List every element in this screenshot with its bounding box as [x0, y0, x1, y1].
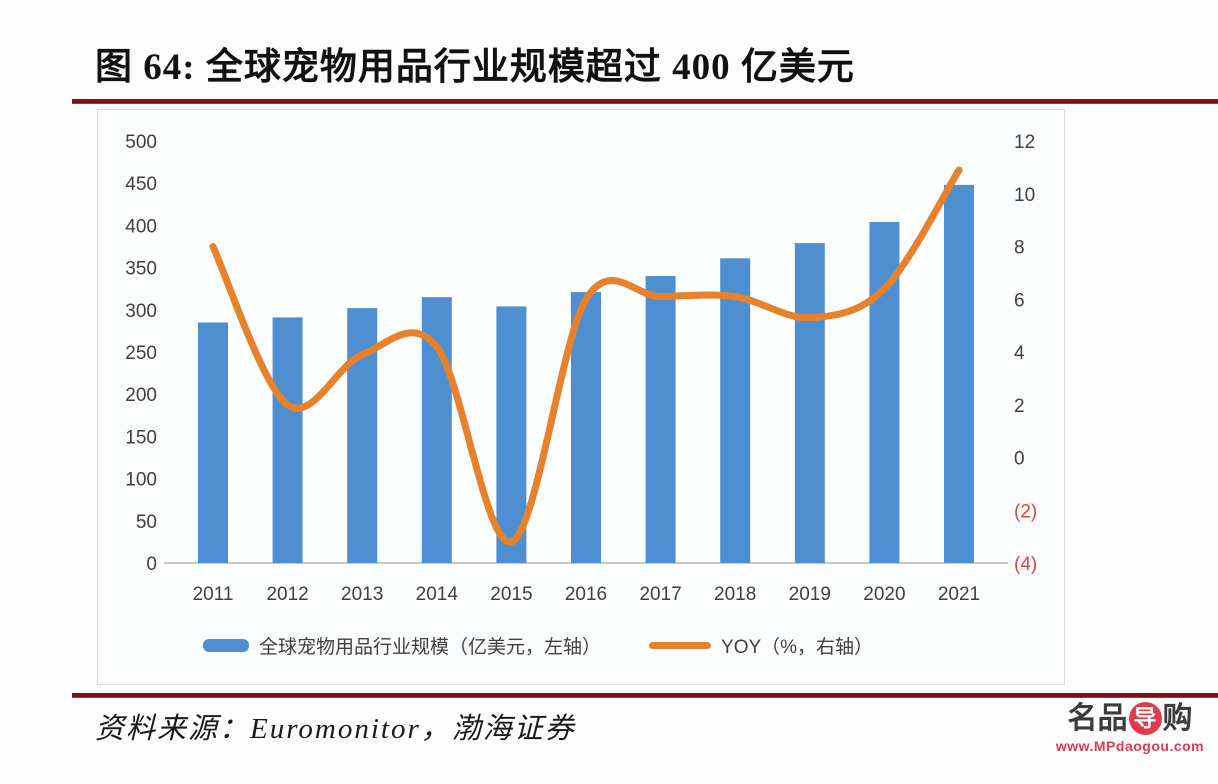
right-axis-tick: 10	[1014, 185, 1035, 206]
left-axis-tick: 50	[136, 512, 157, 533]
x-axis-label: 2020	[863, 584, 905, 605]
chart-legend: 全球宠物用品行业规模（亿美元，左轴） YOY（%，右轴）	[203, 632, 873, 659]
x-axis-label: 2015	[490, 584, 532, 605]
x-axis-label: 2013	[341, 584, 383, 605]
bar-2012	[272, 317, 303, 563]
source-text: 资料来源：Euromonitor，渤海证券	[95, 713, 576, 745]
left-axis-tick: 450	[125, 174, 157, 195]
watermark: 名品 导 购 www.MPdaogou.com	[1045, 702, 1215, 754]
bar-2018	[720, 258, 751, 563]
left-axis-tick: 400	[125, 216, 157, 237]
line-series-swatch	[649, 642, 712, 649]
left-axis-tick: 150	[125, 427, 157, 448]
footer-divider-rule	[72, 693, 1218, 698]
page-title: 图 64: 全球宠物用品行业规模超过 400 亿美元	[95, 47, 855, 88]
x-axis-label: 2017	[639, 584, 681, 605]
line-series-label: YOY（%，右轴）	[721, 637, 874, 658]
yoy-line	[209, 166, 963, 546]
bar-2019	[794, 243, 825, 563]
chart-canvas: 0 50 100 150 200 250 300 350 400 450 500 (4) (2) 0 2 4 6…	[125, 132, 1037, 605]
bar-2016	[571, 292, 601, 563]
bar-series-label: 全球宠物用品行业规模（亿美元，左轴）	[259, 637, 602, 658]
x-axis-label: 2016	[565, 584, 607, 605]
x-axis-label: 2011	[193, 584, 234, 605]
right-axis-tick: 6	[1014, 290, 1025, 311]
bar-2017	[645, 276, 676, 563]
watermark-brand-right: 购	[1162, 701, 1193, 735]
right-axis-tick: 2	[1014, 396, 1025, 417]
x-axis-label: 2014	[416, 584, 459, 605]
x-axis-label: 2018	[714, 584, 756, 605]
bar-series-swatch	[203, 639, 249, 652]
watermark-logo: 名品 导 购	[1045, 702, 1215, 735]
right-axis-tick: 12	[1014, 132, 1035, 153]
left-axis-tick: 100	[125, 470, 157, 491]
title-divider-rule	[72, 99, 1218, 104]
legend-item-bars: 全球宠物用品行业规模（亿美元，左轴）	[203, 632, 601, 659]
right-axis-tick: 0	[1014, 449, 1025, 470]
watermark-circle-icon: 导	[1128, 702, 1162, 735]
left-axis-tick: 0	[146, 554, 157, 575]
left-axis-tick: 200	[125, 385, 157, 406]
x-axis-label: 2019	[789, 584, 831, 605]
watermark-brand-left: 名品	[1067, 701, 1128, 735]
bar-2011	[198, 322, 228, 563]
right-axis-tick: 4	[1014, 343, 1025, 364]
left-axis-tick: 300	[125, 301, 157, 322]
bar-2021	[944, 184, 974, 563]
x-axis-label: 2021	[938, 584, 980, 605]
watermark-url: www.MPdaogou.com	[1055, 738, 1205, 754]
left-axis-tick: 500	[125, 132, 157, 153]
legend-item-line: YOY（%，右轴）	[649, 632, 873, 659]
left-axis-tick: 250	[125, 343, 157, 364]
right-axis-tick: (4)	[1014, 554, 1037, 575]
x-axis-label: 2012	[266, 584, 308, 605]
chart-area: 0 50 100 150 200 250 300 350 400 450 500 (4) (2) 0 2 4 6…	[97, 109, 1065, 685]
left-axis-tick: 350	[125, 259, 157, 280]
bar-2015	[496, 306, 527, 563]
right-axis-tick: (2)	[1014, 501, 1037, 522]
right-axis-tick: 8	[1014, 238, 1025, 259]
